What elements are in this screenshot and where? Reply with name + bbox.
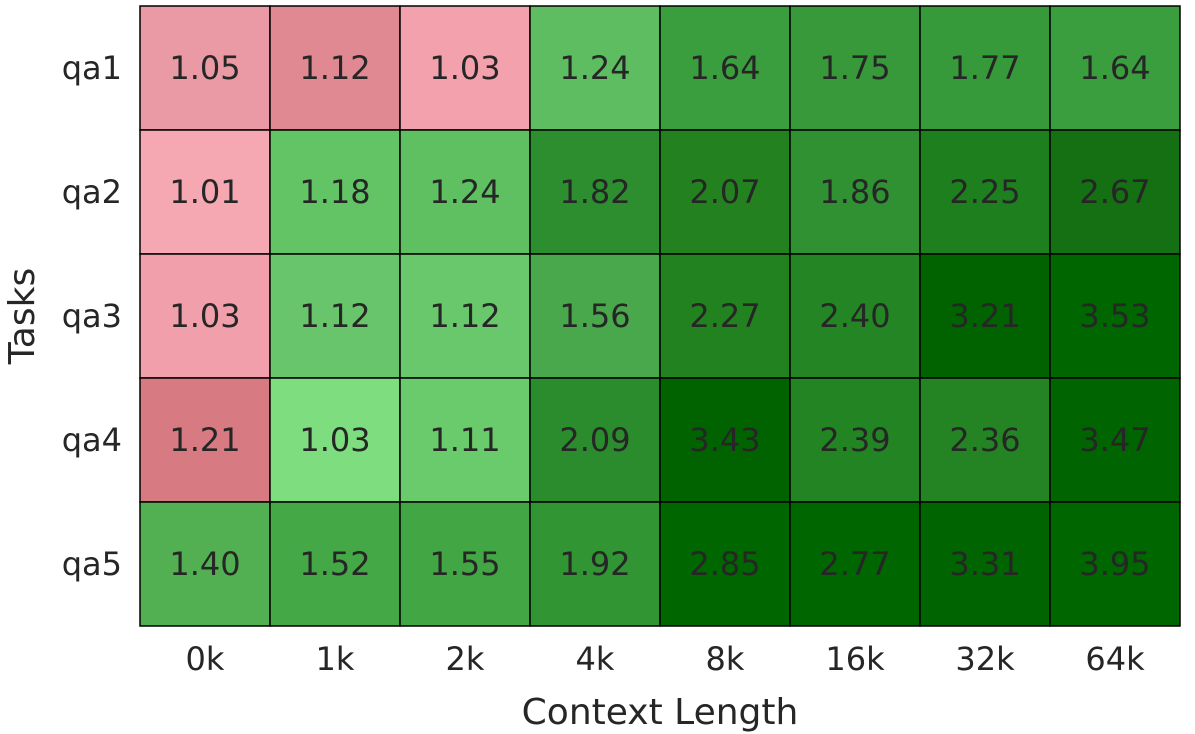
heatmap-cell-qa1-16k [789, 5, 921, 131]
cell-value-qa3-8k: 2.27 [689, 297, 760, 335]
heatmap-cells [139, 5, 1181, 627]
cell-value-qa4-0k: 1.21 [169, 421, 240, 459]
cell-value-qa2-2k: 1.24 [429, 173, 500, 211]
cell-value-qa1-64k: 1.64 [1079, 49, 1150, 87]
y-axis-ticks: qa1 qa2 qa3 qa4 qa5 [62, 49, 122, 583]
cell-value-qa2-1k: 1.18 [299, 173, 370, 211]
heatmap-cell-qa5-64k [1049, 501, 1181, 627]
heatmap-cell-qa4-2k [399, 377, 531, 503]
heatmap-cell-qa5-16k [789, 501, 921, 627]
cell-value-qa3-32k: 3.21 [949, 297, 1020, 335]
x-tick-label: 4k [576, 640, 615, 678]
heatmap-cell-qa5-8k [659, 501, 791, 627]
heatmap-cell-qa4-32k [919, 377, 1051, 503]
heatmap-cell-qa1-4k [529, 5, 661, 131]
cell-value-qa4-2k: 1.11 [429, 421, 500, 459]
y-tick-label: qa2 [62, 173, 122, 211]
heatmap-cell-qa3-8k [659, 253, 791, 379]
heatmap-cell-qa3-0k [139, 253, 271, 379]
cell-value-qa1-4k: 1.24 [559, 49, 630, 87]
cell-value-qa5-32k: 3.31 [949, 545, 1020, 583]
cell-value-qa1-2k: 1.03 [429, 49, 500, 87]
heatmap-cell-qa4-8k [659, 377, 791, 503]
heatmap-cell-qa4-0k [139, 377, 271, 503]
cell-value-qa5-0k: 1.40 [169, 545, 240, 583]
cell-value-qa4-16k: 2.39 [819, 421, 890, 459]
cell-value-qa3-0k: 1.03 [169, 297, 240, 335]
heatmap-cell-qa3-16k [789, 253, 921, 379]
x-tick-label: 32k [955, 640, 1015, 678]
heatmap-cell-qa2-64k [1049, 129, 1181, 255]
y-tick-label: qa4 [62, 421, 122, 459]
x-tick-label: 0k [186, 640, 225, 678]
x-tick-label: 64k [1085, 640, 1145, 678]
cell-value-qa4-32k: 2.36 [949, 421, 1020, 459]
cell-value-qa1-32k: 1.77 [949, 49, 1020, 87]
heatmap-cell-qa5-1k [269, 501, 401, 627]
heatmap-cell-qa3-2k [399, 253, 531, 379]
heatmap-cell-qa5-2k [399, 501, 531, 627]
cell-value-qa5-8k: 2.85 [689, 545, 760, 583]
cell-value-qa3-16k: 2.40 [819, 297, 890, 335]
heatmap-cell-qa1-1k [269, 5, 401, 131]
cell-value-qa1-1k: 1.12 [299, 49, 370, 87]
heatmap-cell-qa2-16k [789, 129, 921, 255]
heatmap-cell-qa3-1k [269, 253, 401, 379]
cell-value-qa1-0k: 1.05 [169, 49, 240, 87]
x-tick-label: 1k [316, 640, 355, 678]
cell-value-qa3-2k: 1.12 [429, 297, 500, 335]
y-tick-label: qa5 [62, 545, 122, 583]
cell-value-qa2-64k: 2.67 [1079, 173, 1150, 211]
heatmap-cell-qa5-4k [529, 501, 661, 627]
heatmap-cell-qa2-4k [529, 129, 661, 255]
x-tick-label: 8k [706, 640, 745, 678]
heatmap-cell-qa1-0k [139, 5, 271, 131]
cell-value-qa1-16k: 1.75 [819, 49, 890, 87]
cell-value-qa5-4k: 1.92 [559, 545, 630, 583]
cell-value-qa5-2k: 1.55 [429, 545, 500, 583]
x-axis-ticks: 0k 1k 2k 4k 8k 16k 32k 64k [186, 640, 1146, 678]
cell-value-qa3-1k: 1.12 [299, 297, 370, 335]
cell-value-qa4-8k: 3.43 [689, 421, 760, 459]
cell-value-qa4-64k: 3.47 [1079, 421, 1150, 459]
cell-value-qa5-16k: 2.77 [819, 545, 890, 583]
cell-value-qa5-64k: 3.95 [1079, 545, 1150, 583]
y-tick-label: qa3 [62, 297, 122, 335]
x-axis-title: Context Length [522, 692, 799, 733]
heatmap-cell-qa1-64k [1049, 5, 1181, 131]
cell-value-qa2-32k: 2.25 [949, 173, 1020, 211]
y-axis-title: Tasks [2, 268, 43, 365]
x-tick-label: 16k [825, 640, 885, 678]
heatmap-cell-qa2-1k [269, 129, 401, 255]
cell-value-qa1-8k: 1.64 [689, 49, 760, 87]
y-tick-label: qa1 [62, 49, 122, 87]
heatmap-cell-qa1-8k [659, 5, 791, 131]
heatmap-cell-labels: 1.05 1.12 1.03 1.24 1.64 1.75 1.77 1.64 1.01 1.18… [169, 49, 1150, 583]
heatmap-cell-qa3-64k [1049, 253, 1181, 379]
cell-value-qa2-16k: 1.86 [819, 173, 890, 211]
heatmap-cell-qa1-2k [399, 5, 531, 131]
heatmap-cell-qa5-32k [919, 501, 1051, 627]
cell-value-qa3-64k: 3.53 [1079, 297, 1150, 335]
cell-value-qa4-4k: 2.09 [559, 421, 630, 459]
x-tick-label: 2k [446, 640, 485, 678]
cell-value-qa2-8k: 2.07 [689, 173, 760, 211]
heatmap-cell-qa3-32k [919, 253, 1051, 379]
cell-value-qa4-1k: 1.03 [299, 421, 370, 459]
cell-value-qa5-1k: 1.52 [299, 545, 370, 583]
heatmap-cell-qa3-4k [529, 253, 661, 379]
cell-value-qa3-4k: 1.56 [559, 297, 630, 335]
heatmap-cell-qa2-8k [659, 129, 791, 255]
heatmap-cell-qa4-4k [529, 377, 661, 503]
cell-value-qa2-0k: 1.01 [169, 173, 240, 211]
cell-value-qa2-4k: 1.82 [559, 173, 630, 211]
